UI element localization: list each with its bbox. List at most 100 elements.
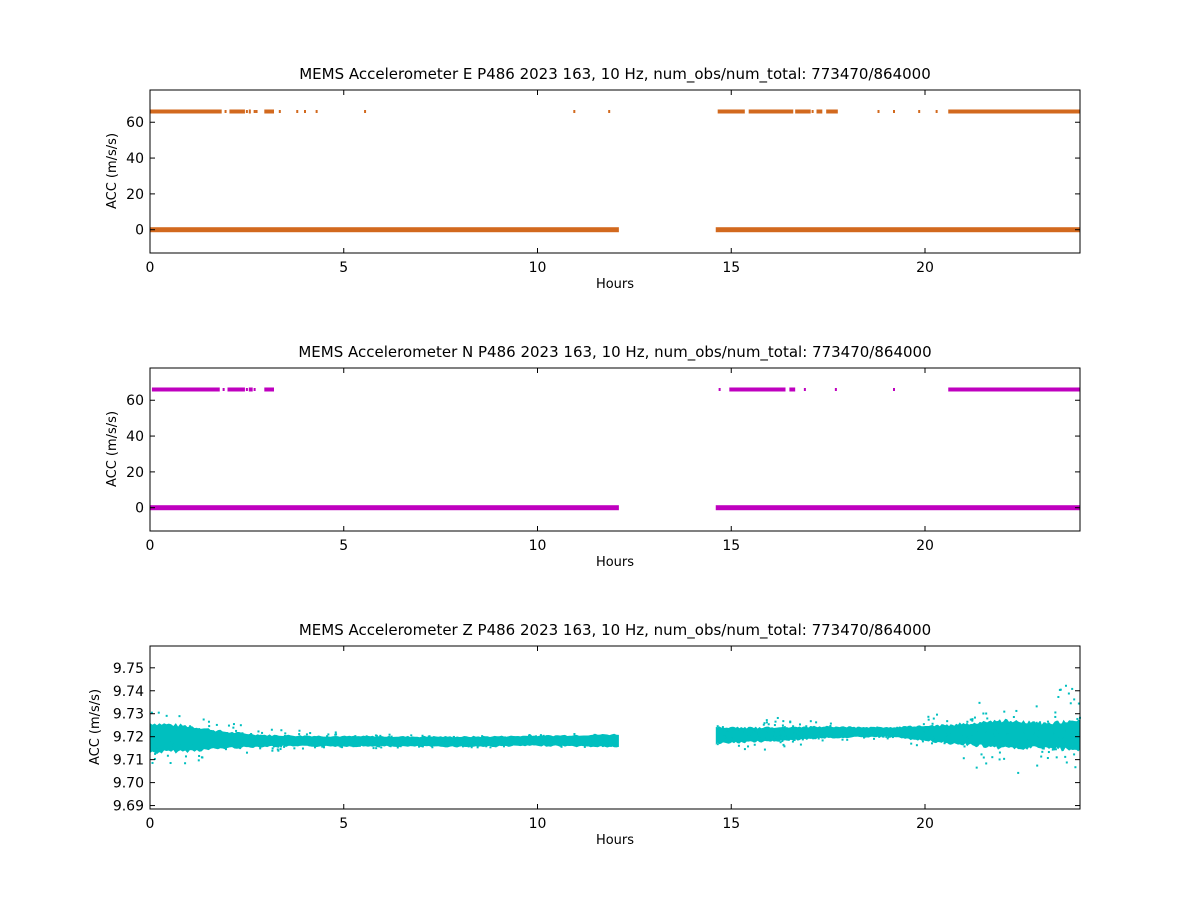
data-point xyxy=(305,733,308,736)
data-point xyxy=(510,743,513,746)
upper-band-points xyxy=(717,109,745,114)
data-point xyxy=(1041,750,1044,753)
data-point xyxy=(885,735,888,738)
data-point xyxy=(556,738,559,741)
data-point xyxy=(354,735,357,738)
data-point xyxy=(768,728,771,731)
data-point xyxy=(895,733,898,736)
data-point xyxy=(431,739,434,742)
x-tick-label: 0 xyxy=(146,816,155,832)
data-point xyxy=(1071,721,1074,724)
data-point xyxy=(567,738,570,741)
data-point xyxy=(587,742,590,745)
data-point xyxy=(793,732,796,735)
data-point xyxy=(171,744,174,747)
x-tick-label: 20 xyxy=(916,538,934,554)
data-point xyxy=(154,752,157,755)
data-point xyxy=(864,733,867,736)
data-point xyxy=(551,737,554,740)
data-point xyxy=(305,739,308,742)
x-tick-label: 5 xyxy=(339,538,348,554)
data-point xyxy=(1033,724,1036,727)
data-point xyxy=(296,109,299,113)
data-point xyxy=(245,751,248,754)
data-point xyxy=(1063,729,1066,732)
data-point xyxy=(517,740,520,743)
data-point xyxy=(935,713,938,716)
data-point xyxy=(921,740,924,743)
data-point xyxy=(753,743,756,746)
data-point xyxy=(489,740,492,743)
data-point xyxy=(225,732,228,735)
axis-ticks: 0 5 10 15 20 0 20 40 60 xyxy=(126,368,1080,554)
data-point xyxy=(383,742,386,745)
data-point xyxy=(560,743,563,746)
data-point xyxy=(455,737,458,740)
data-point xyxy=(527,739,530,742)
data-point xyxy=(215,723,218,726)
data-point xyxy=(599,738,602,741)
data-point xyxy=(779,738,782,741)
data-point xyxy=(931,735,934,738)
data-point xyxy=(313,746,316,749)
data-point xyxy=(229,739,232,742)
data-point xyxy=(467,742,470,745)
data-point xyxy=(280,729,283,732)
data-point xyxy=(1036,739,1039,742)
data-point xyxy=(259,734,262,737)
data-point xyxy=(1047,723,1050,726)
data-point xyxy=(970,733,973,736)
data-point xyxy=(548,739,551,742)
data-point xyxy=(846,731,849,734)
data-point xyxy=(486,742,489,745)
data-point xyxy=(781,739,784,742)
data-point xyxy=(579,742,582,745)
y-axis-label: ACC (m/s/s) xyxy=(105,411,120,487)
data-point xyxy=(363,739,366,742)
data-point xyxy=(1001,722,1004,725)
data-point xyxy=(536,736,539,739)
data-point xyxy=(966,736,969,739)
data-point xyxy=(320,742,323,745)
data-point xyxy=(381,741,384,744)
data-point xyxy=(531,740,534,743)
data-point xyxy=(922,723,925,726)
data-point xyxy=(344,741,347,744)
data-point xyxy=(583,743,586,746)
data-point xyxy=(389,740,392,743)
data-point xyxy=(493,739,496,742)
data-point xyxy=(612,741,615,744)
data-point xyxy=(372,747,375,750)
data-point xyxy=(381,743,384,746)
data-point xyxy=(558,739,561,742)
data-point xyxy=(280,745,283,748)
data-point xyxy=(591,740,594,743)
data-point xyxy=(546,739,549,742)
data-point xyxy=(464,738,467,741)
data-point xyxy=(388,733,391,736)
y-tick-label: 20 xyxy=(126,465,144,481)
data-point xyxy=(746,729,749,732)
data-point xyxy=(1003,757,1006,760)
data-point xyxy=(1035,705,1038,708)
data-point xyxy=(207,747,210,750)
data-point xyxy=(1022,732,1025,735)
data-point xyxy=(202,741,205,744)
y-axis-label: ACC (m/s/s) xyxy=(88,689,103,765)
data-point xyxy=(589,739,592,742)
data-point xyxy=(544,736,547,739)
data-point xyxy=(435,738,438,741)
data-point xyxy=(560,737,563,740)
data-point xyxy=(259,742,262,745)
x-tick-label: 10 xyxy=(529,260,547,276)
data-point xyxy=(782,743,785,746)
data-point xyxy=(1015,709,1018,712)
data-point xyxy=(783,734,786,737)
data-point xyxy=(210,729,213,732)
data-point xyxy=(485,738,488,741)
data-point xyxy=(232,726,235,729)
data-point xyxy=(1052,739,1055,742)
data-point xyxy=(830,727,833,730)
data-point xyxy=(338,744,341,747)
data-point xyxy=(346,736,349,739)
